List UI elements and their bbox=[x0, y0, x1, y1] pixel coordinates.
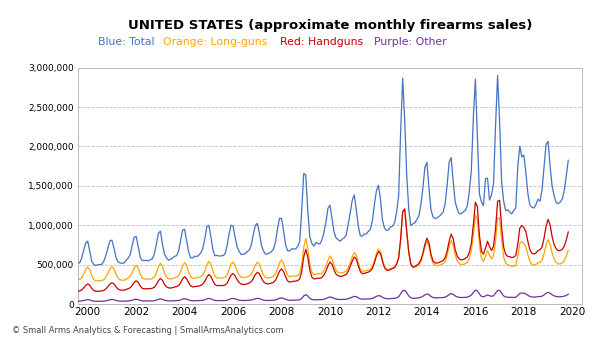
Title: UNITED STATES (approximate monthly firearms sales): UNITED STATES (approximate monthly firea… bbox=[128, 19, 532, 32]
Text: Red: Handguns: Red: Handguns bbox=[280, 38, 367, 47]
Text: Blue: Total: Blue: Total bbox=[98, 38, 158, 47]
Text: Purple: Other: Purple: Other bbox=[374, 38, 446, 47]
Text: © Small Arms Analytics & Forecasting | SmallArmsAnalytics.com: © Small Arms Analytics & Forecasting | S… bbox=[12, 325, 284, 335]
Text: Orange: Long-guns: Orange: Long-guns bbox=[163, 38, 271, 47]
